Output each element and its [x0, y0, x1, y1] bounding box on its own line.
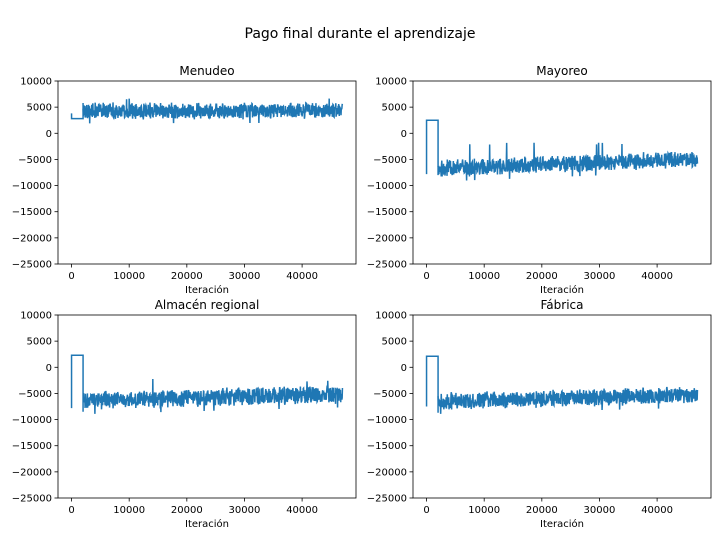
- y-tick-label: −5000: [18, 389, 52, 400]
- series-initial-segment: [425, 355, 439, 413]
- x-tick-label: 30000: [584, 271, 616, 282]
- y-tick-label: −15000: [12, 207, 52, 218]
- x-tick-label: 40000: [286, 505, 318, 516]
- series-initial-segment: [425, 119, 439, 176]
- subplot-title: Menudeo: [179, 64, 234, 78]
- y-tick-label: 0: [46, 129, 52, 140]
- x-tick-label: 20000: [526, 505, 558, 516]
- y-tick-label: −5000: [18, 155, 52, 166]
- figure-title: Pago final durante el aprendizaje: [245, 26, 476, 42]
- y-tick-label: −15000: [12, 441, 52, 452]
- axes-frame: [412, 80, 712, 265]
- x-tick-label: 40000: [286, 271, 318, 282]
- y-tick-label: −15000: [367, 441, 407, 452]
- x-tick-label: 10000: [113, 505, 145, 516]
- x-axis-label: Iteración: [185, 518, 229, 530]
- y-tick-label: 0: [401, 363, 407, 374]
- y-tick-label: −5000: [373, 389, 407, 400]
- subplot-3: −25000 −20000 −15000 −10000 −5000 0 5000 10000 0…: [367, 298, 712, 530]
- x-tick-label: 40000: [641, 271, 673, 282]
- y-tick-label: 5000: [27, 337, 52, 348]
- y-tick-label: −25000: [12, 260, 52, 271]
- subplot-1: −25000 −20000 −15000 −10000 −5000 0 5000 10000 0…: [367, 64, 712, 296]
- x-tick-label: 0: [68, 505, 74, 516]
- x-tick-label: 20000: [526, 271, 558, 282]
- x-tick-label: 20000: [171, 505, 203, 516]
- axes-frame: [57, 314, 357, 499]
- y-tick-label: 5000: [382, 103, 407, 114]
- x-tick-label: 30000: [229, 505, 261, 516]
- subplots: −25000 −20000 −15000 −10000 −5000 0 5000 10000 0…: [12, 64, 712, 530]
- y-tick-label: −15000: [367, 207, 407, 218]
- y-tick-label: −20000: [12, 467, 52, 478]
- x-tick-label: 30000: [229, 271, 261, 282]
- y-tick-label: 0: [46, 363, 52, 374]
- x-axis-label: Iteración: [185, 284, 229, 296]
- y-tick-label: 5000: [27, 103, 52, 114]
- series-initial-segment: [70, 354, 84, 412]
- y-tick-label: 10000: [375, 311, 407, 322]
- y-tick-label: −25000: [367, 260, 407, 271]
- y-tick-label: −20000: [12, 233, 52, 244]
- subplot-title: Almacén regional: [155, 298, 260, 312]
- y-tick-label: −10000: [367, 415, 407, 426]
- axes-frame: [57, 80, 357, 265]
- x-tick-label: 10000: [468, 505, 500, 516]
- series-noisy-band: [437, 142, 699, 181]
- y-tick-label: 5000: [382, 337, 407, 348]
- subplot-title: Fábrica: [541, 298, 584, 312]
- subplot-2: −25000 −20000 −15000 −10000 −5000 0 5000 10000 0…: [12, 298, 357, 530]
- y-tick-label: −10000: [367, 181, 407, 192]
- x-tick-label: 10000: [468, 271, 500, 282]
- x-tick-label: 0: [423, 271, 429, 282]
- y-tick-label: −20000: [367, 467, 407, 478]
- subplot-title: Mayoreo: [536, 64, 588, 78]
- x-tick-label: 30000: [584, 505, 616, 516]
- x-tick-label: 0: [68, 271, 74, 282]
- axes-frame: [412, 314, 712, 499]
- series-noisy-band: [82, 98, 344, 124]
- y-tick-label: −25000: [367, 494, 407, 505]
- y-tick-label: 0: [401, 129, 407, 140]
- x-tick-label: 0: [423, 505, 429, 516]
- x-tick-label: 40000: [641, 505, 673, 516]
- x-tick-label: 10000: [113, 271, 145, 282]
- y-tick-label: 10000: [375, 77, 407, 88]
- y-tick-label: −5000: [373, 155, 407, 166]
- y-tick-label: −25000: [12, 494, 52, 505]
- y-tick-label: −20000: [367, 233, 407, 244]
- x-axis-label: Iteración: [540, 284, 584, 296]
- x-tick-label: 20000: [171, 271, 203, 282]
- subplot-0: −25000 −20000 −15000 −10000 −5000 0 5000 10000 0…: [12, 64, 357, 296]
- y-tick-label: −10000: [12, 415, 52, 426]
- series-noisy-band: [82, 378, 344, 414]
- series-noisy-band: [437, 386, 699, 414]
- x-axis-label: Iteración: [540, 518, 584, 530]
- y-tick-label: 10000: [20, 77, 52, 88]
- y-tick-label: −10000: [12, 181, 52, 192]
- y-tick-label: 10000: [20, 311, 52, 322]
